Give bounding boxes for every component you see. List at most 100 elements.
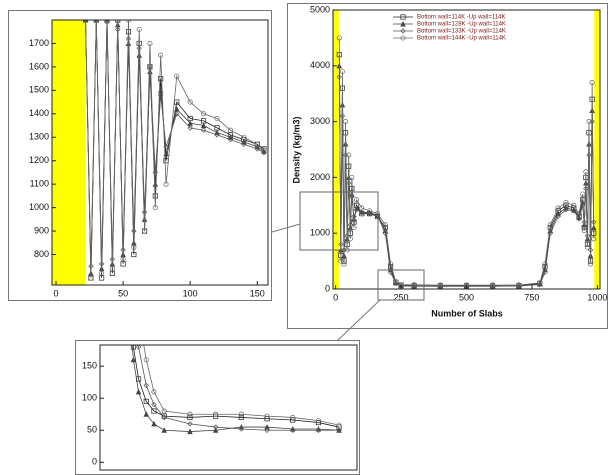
x-tick-label: 100	[183, 288, 198, 298]
marker	[120, 256, 126, 262]
marker	[400, 21, 406, 27]
marker	[571, 202, 577, 208]
marker	[576, 215, 582, 222]
marker	[238, 426, 245, 432]
y-tick-label: 800	[34, 249, 49, 259]
marker	[213, 411, 219, 417]
marker	[586, 119, 592, 125]
zoom-box	[299, 191, 379, 251]
marker	[547, 222, 553, 228]
x-tick-label: 750	[524, 292, 539, 302]
wall-band	[594, 10, 600, 289]
marker	[158, 76, 164, 82]
marker	[584, 244, 590, 250]
y-tick-label: 1600	[29, 61, 49, 71]
marker	[490, 282, 496, 288]
marker	[411, 283, 417, 289]
marker	[136, 45, 142, 51]
marker	[290, 414, 296, 420]
marker	[563, 199, 569, 206]
marker	[264, 424, 270, 430]
marker	[571, 208, 577, 214]
legend-label: Bottom wall=114K -Up wall=114K	[417, 15, 506, 21]
marker	[131, 251, 137, 258]
marker	[161, 414, 167, 421]
marker	[187, 428, 193, 435]
marker	[151, 401, 157, 408]
marker	[161, 427, 168, 433]
x-tick-label: 0	[54, 288, 59, 298]
marker	[174, 73, 180, 79]
marker	[241, 141, 247, 147]
y-tick-label: 100	[82, 393, 97, 403]
marker	[163, 181, 169, 187]
marker	[143, 357, 149, 363]
marker	[382, 230, 389, 236]
y-tick-label: 1500	[29, 85, 49, 95]
marker	[143, 382, 149, 389]
marker	[349, 174, 355, 180]
x-tick-label: 0	[333, 292, 338, 302]
plot	[333, 10, 600, 289]
y-tick-label: 0	[325, 283, 330, 293]
marker	[88, 275, 94, 281]
marker	[387, 269, 394, 275]
marker	[576, 211, 582, 217]
marker	[200, 127, 207, 133]
x-tick-label: 150	[250, 288, 265, 298]
marker	[347, 236, 353, 242]
marker	[393, 279, 399, 285]
marker	[147, 64, 153, 70]
connector	[271, 223, 301, 233]
series-line	[132, 345, 340, 428]
y-tick-label: 1100	[30, 179, 49, 189]
marker	[555, 205, 561, 211]
marker	[214, 132, 220, 138]
y-tick-label: 50	[87, 425, 97, 435]
marker	[336, 422, 342, 428]
y-tick-label: 1000	[310, 228, 330, 238]
marker	[214, 115, 220, 122]
marker	[382, 222, 388, 228]
marker	[135, 345, 142, 350]
marker	[411, 282, 417, 288]
marker	[581, 227, 587, 233]
marker	[212, 427, 219, 433]
marker	[588, 261, 594, 267]
marker	[187, 414, 193, 420]
marker	[315, 427, 322, 433]
connector	[336, 299, 381, 342]
marker	[349, 194, 355, 200]
wall-band	[52, 20, 86, 285]
marker	[359, 205, 365, 211]
marker	[151, 420, 157, 427]
zoom-box	[377, 269, 425, 301]
marker	[591, 236, 597, 242]
x-tick-label: 250	[394, 292, 409, 302]
marker	[338, 258, 344, 264]
marker	[238, 411, 244, 417]
marker	[174, 111, 180, 117]
series-line	[137, 345, 340, 431]
marker	[143, 411, 150, 417]
marker	[359, 209, 365, 216]
marker	[187, 99, 193, 105]
marker	[563, 207, 569, 213]
wall-band	[333, 10, 339, 289]
marker	[130, 356, 137, 363]
marker	[141, 209, 148, 215]
marker	[537, 281, 543, 288]
bottom-inset-panel	[75, 340, 360, 475]
marker	[537, 280, 543, 286]
marker	[580, 191, 586, 197]
y-tick-label: 4000	[310, 60, 330, 70]
marker	[93, 20, 99, 23]
marker	[351, 225, 357, 231]
y-tick-label: 1300	[29, 132, 49, 142]
y-tick-label: 1000	[29, 202, 49, 212]
marker	[130, 345, 136, 350]
marker	[99, 270, 105, 276]
y-tick-label: 0	[92, 457, 97, 467]
marker	[555, 210, 561, 217]
